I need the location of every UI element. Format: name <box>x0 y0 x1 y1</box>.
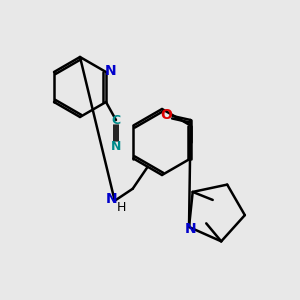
Text: N: N <box>185 222 197 236</box>
Text: O: O <box>160 108 172 122</box>
Text: N: N <box>105 64 117 78</box>
Text: H: H <box>117 201 126 214</box>
Text: C: C <box>111 115 121 128</box>
Text: N: N <box>106 192 118 206</box>
Text: N: N <box>111 140 121 152</box>
